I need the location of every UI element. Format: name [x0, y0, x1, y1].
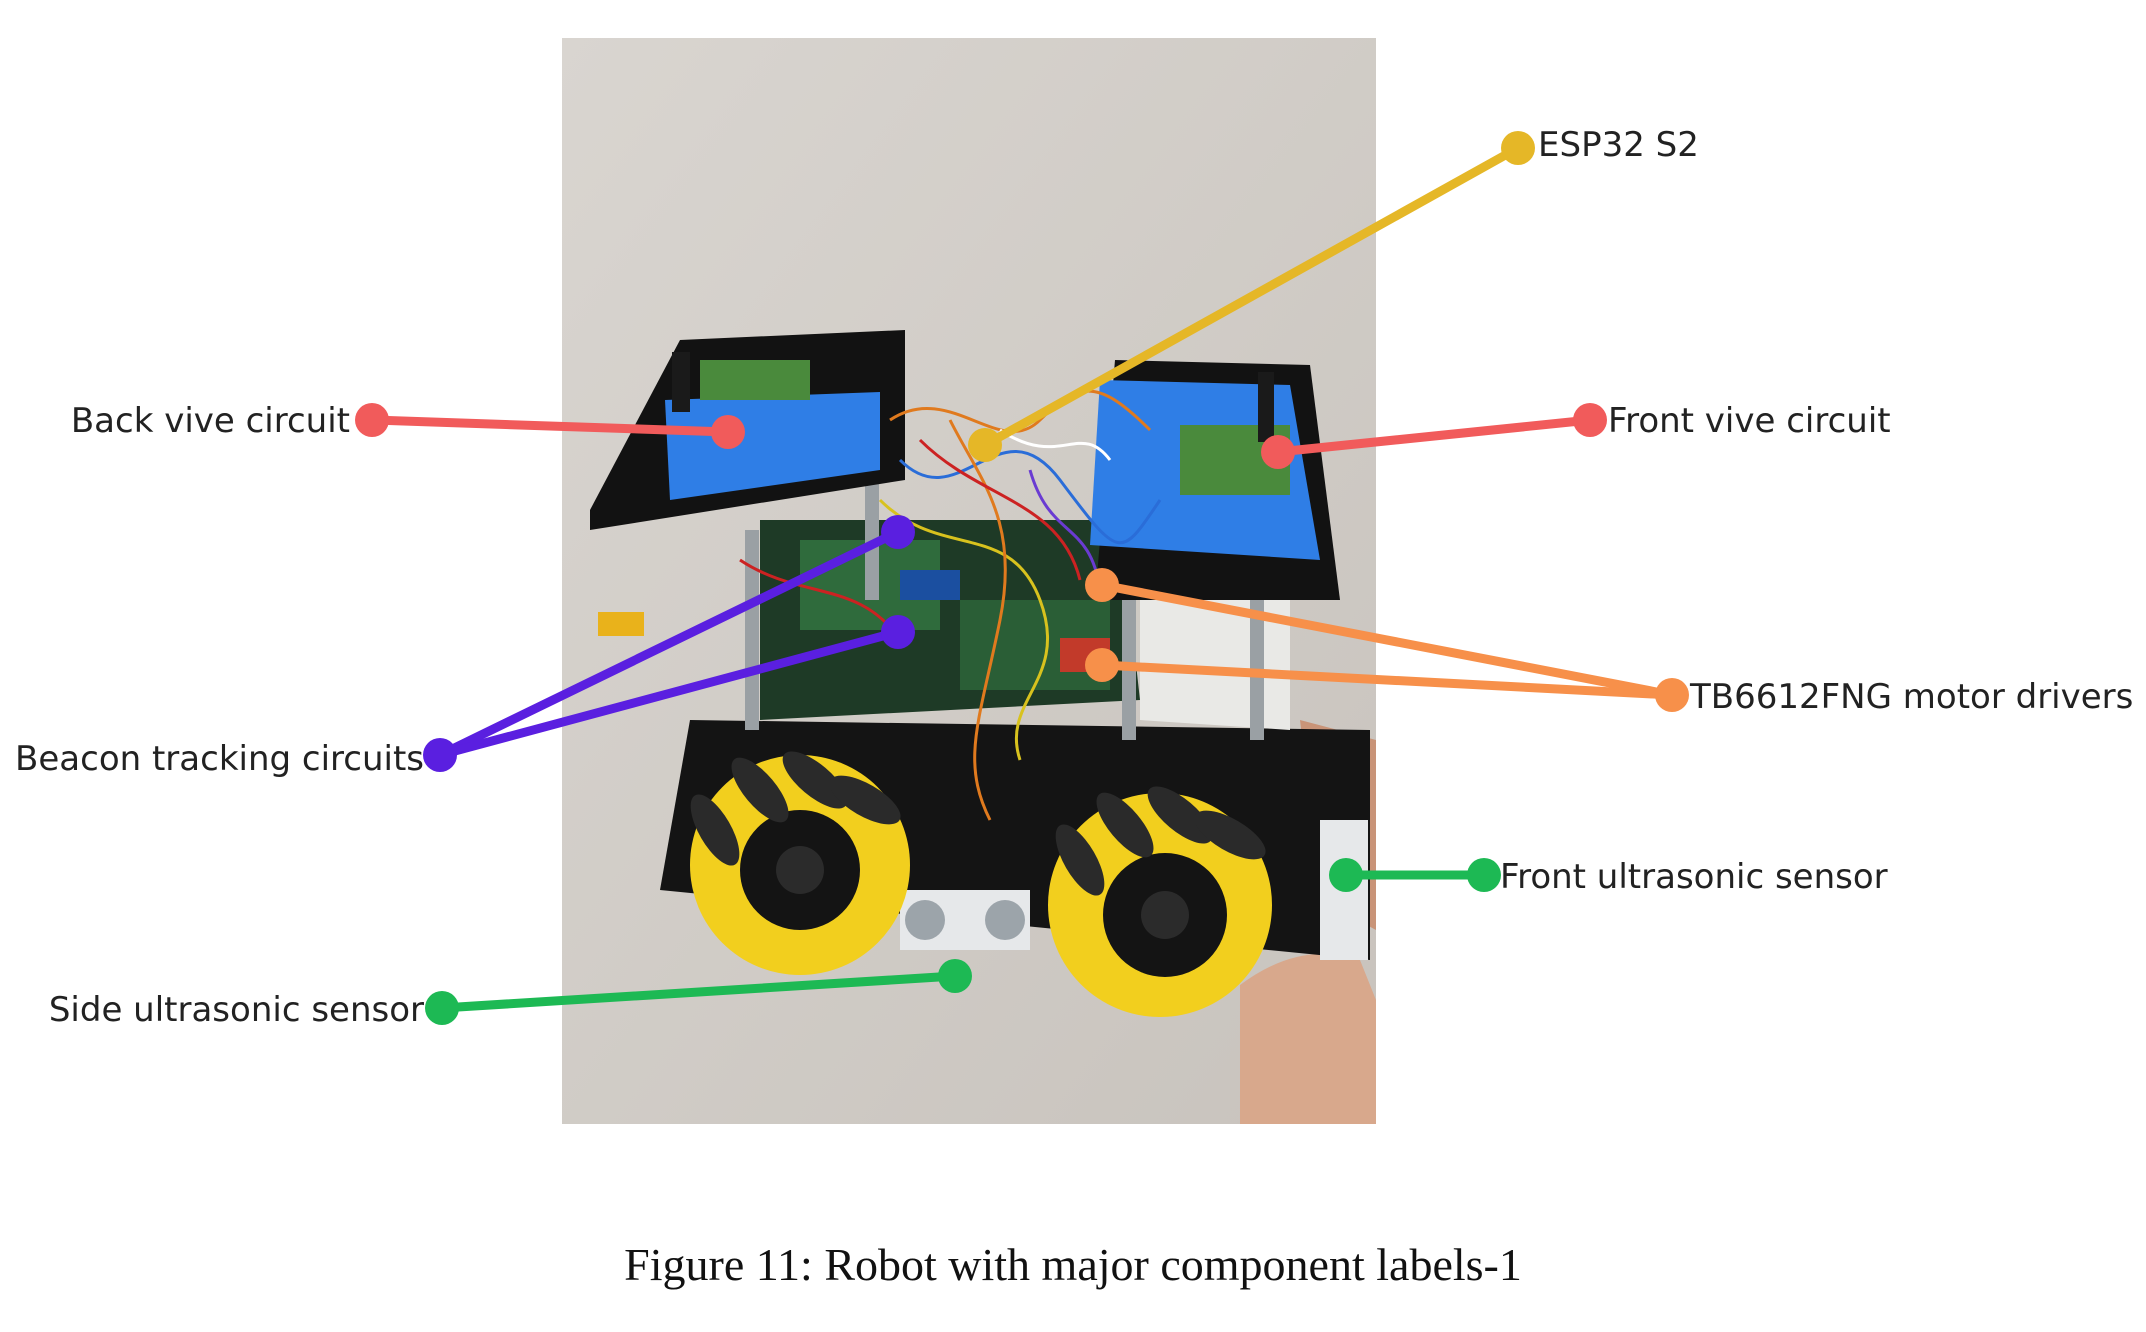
callout-front-ultrasonic: Front ultrasonic sensor — [1329, 857, 1888, 897]
callout-motor-drivers: TB6612FNG motor drivers — [1085, 568, 2133, 717]
label-back-vive: Back vive circuit — [71, 401, 350, 441]
side-ultrasonic-eye-2 — [985, 900, 1025, 940]
callouts: ESP32 S2 Back vive circuit Front vive ci… — [15, 125, 2133, 1030]
label-esp32: ESP32 S2 — [1538, 125, 1699, 165]
label-side-ultrasonic: Side ultrasonic sensor — [49, 990, 424, 1030]
front-vive-sensor — [1258, 372, 1274, 442]
hand — [1240, 953, 1376, 1124]
left-mecanum-wheel — [690, 751, 910, 975]
back-vive-board — [700, 360, 810, 400]
side-ultrasonic-eye-1 — [905, 900, 945, 940]
callout-esp32: ESP32 S2 — [968, 125, 1699, 462]
robot-photo — [562, 38, 1376, 1124]
standoff-1 — [745, 530, 759, 730]
back-vive-sensor — [672, 352, 690, 412]
label-front-ultrasonic: Front ultrasonic sensor — [1500, 857, 1888, 897]
label-front-vive: Front vive circuit — [1608, 401, 1891, 441]
callout-side-ultrasonic: Side ultrasonic sensor — [49, 959, 972, 1030]
callout-back-vive: Back vive circuit — [71, 401, 745, 449]
battery-connector — [598, 612, 644, 636]
label-beacon-tracking: Beacon tracking circuits — [15, 739, 424, 779]
callout-beacon-tracking: Beacon tracking circuits — [15, 515, 915, 779]
callout-front-vive: Front vive circuit — [1261, 401, 1891, 469]
wires — [739, 389, 1162, 821]
blue-controller-board — [900, 570, 960, 600]
standoff-3 — [1122, 580, 1136, 740]
label-motor-drivers: TB6612FNG motor drivers — [1689, 677, 2133, 717]
standoff-4 — [1250, 590, 1264, 740]
right-mecanum-wheel — [1048, 786, 1272, 1017]
figure-caption: Figure 11: Robot with major component la… — [624, 1239, 1522, 1290]
